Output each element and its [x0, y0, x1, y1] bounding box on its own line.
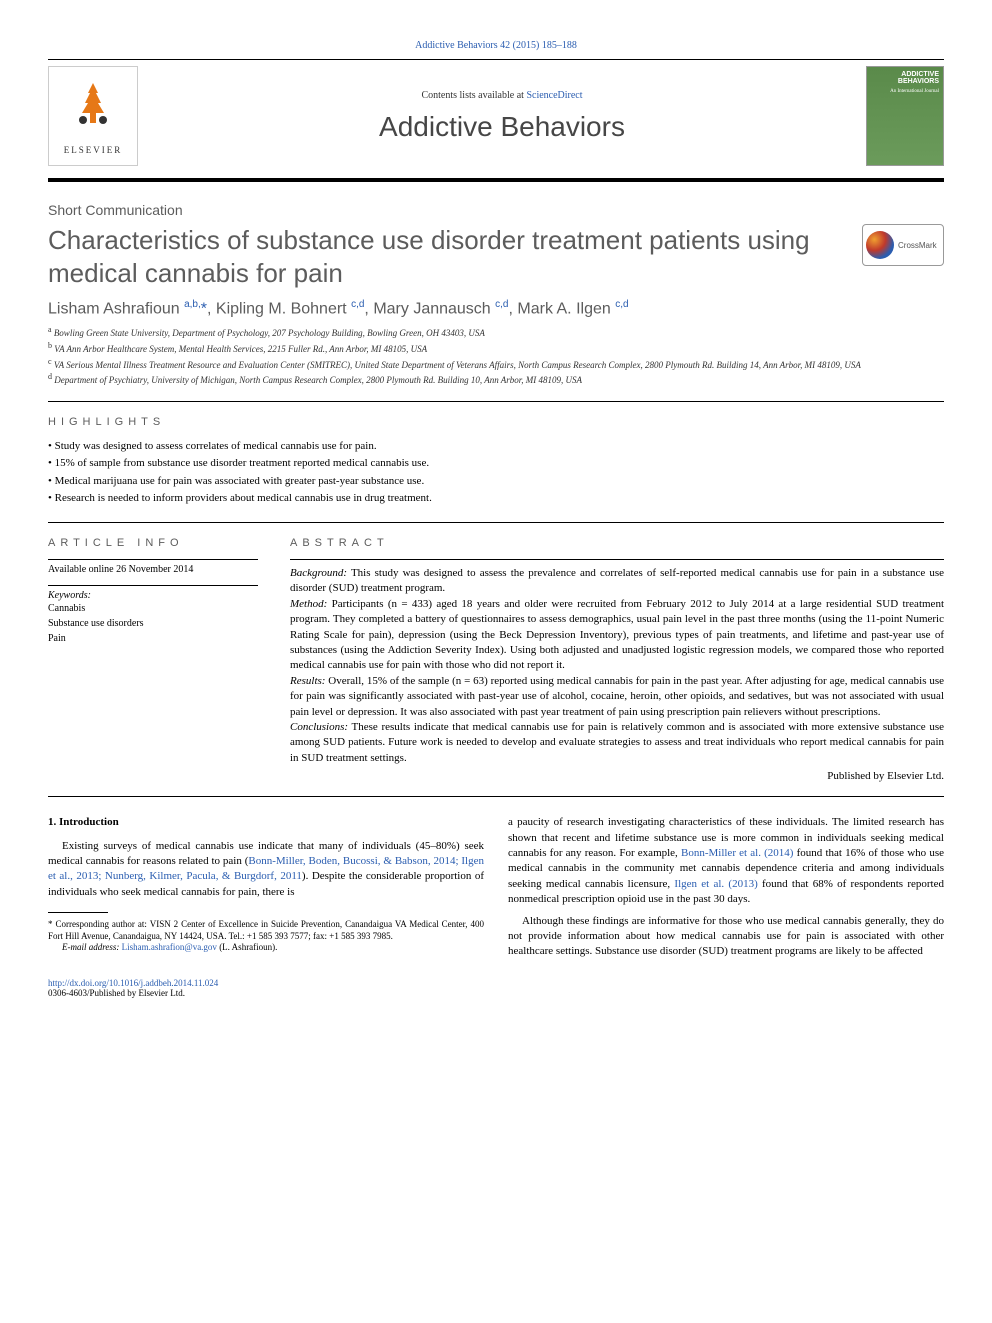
journal-header: ELSEVIER Contents lists available at Sci…	[48, 59, 944, 182]
affiliation-a: a Bowling Green State University, Depart…	[48, 324, 944, 340]
authors-line: Lisham Ashrafioun a,b,*, Kipling M. Bohn…	[48, 299, 944, 318]
elsevier-label: ELSEVIER	[64, 145, 123, 155]
divider	[48, 522, 944, 523]
keyword: Cannabis	[48, 601, 258, 616]
author-4-affil[interactable]: c,d	[615, 299, 628, 310]
highlight-item: 15% of sample from substance use disorde…	[48, 455, 944, 473]
citation-link[interactable]: Bonn-Miller et al. (2014)	[681, 847, 793, 859]
divider	[48, 401, 944, 402]
sciencedirect-link[interactable]: ScienceDirect	[526, 90, 582, 101]
highlight-item: Medical marijuana use for pain was assoc…	[48, 473, 944, 491]
crossmark-icon	[866, 231, 894, 259]
title-row: Characteristics of substance use disorde…	[48, 224, 944, 289]
divider	[290, 559, 944, 560]
elsevier-logo[interactable]: ELSEVIER	[48, 66, 138, 166]
citation-range: 42 (2015) 185–188	[500, 40, 577, 51]
abstract-results-label: Results:	[290, 675, 325, 687]
article-info-column: article info Available online 26 Novembe…	[48, 537, 258, 782]
info-abstract-row: article info Available online 26 Novembe…	[48, 537, 944, 782]
doi-link[interactable]: http://dx.doi.org/10.1016/j.addbeh.2014.…	[48, 978, 944, 988]
author-2-affil[interactable]: c,d	[351, 299, 364, 310]
affiliation-b: b VA Ann Arbor Healthcare System, Mental…	[48, 340, 944, 356]
journal-cover-thumbnail[interactable]: ADDICTIVE BEHAVIORS An International Jou…	[866, 66, 944, 166]
highlight-item: Research is needed to inform providers a…	[48, 490, 944, 508]
abstract-column: ABSTRACT Background: This study was desi…	[290, 537, 944, 782]
copyright-line: 0306-4603/Published by Elsevier Ltd.	[48, 988, 944, 998]
footnote-separator	[48, 912, 108, 913]
journal-name-heading: Addictive Behaviors	[138, 111, 866, 143]
citation-link[interactable]: Ilgen et al. (2013)	[674, 878, 757, 890]
crossmark-badge[interactable]: CrossMark	[862, 224, 944, 266]
highlight-item: Study was designed to assess correlates …	[48, 438, 944, 456]
body-right-column: a paucity of research investigating char…	[508, 815, 944, 960]
cover-title: ADDICTIVE BEHAVIORS	[867, 67, 943, 89]
contents-lists-text: Contents lists available at ScienceDirec…	[138, 90, 866, 101]
abstract-method-label: Method:	[290, 598, 327, 610]
abstract-heading: ABSTRACT	[290, 537, 944, 549]
intro-paragraph-2: a paucity of research investigating char…	[508, 815, 944, 907]
elsevier-tree-icon	[68, 78, 118, 143]
highlights-list: Study was designed to assess correlates …	[48, 438, 944, 508]
email-link[interactable]: Lisham.ashrafion@va.gov	[122, 942, 217, 952]
author-1-affil[interactable]: a,b,	[184, 299, 201, 310]
journal-citation-link[interactable]: Addictive Behaviors 42 (2015) 185–188	[48, 40, 944, 51]
header-center: Contents lists available at ScienceDirec…	[138, 90, 866, 143]
divider	[48, 796, 944, 797]
cover-subtitle: An International Journal	[867, 89, 943, 94]
abstract-conclusions-label: Conclusions:	[290, 721, 348, 733]
journal-name-top: Addictive Behaviors	[415, 40, 497, 51]
abstract-text: Background: This study was designed to a…	[290, 566, 944, 766]
keyword: Pain	[48, 631, 258, 646]
intro-paragraph-3: Although these findings are informative …	[508, 914, 944, 960]
affiliation-c: c VA Serious Mental Illness Treatment Re…	[48, 356, 944, 372]
available-online: Available online 26 November 2014	[48, 559, 258, 575]
article-type: Short Communication	[48, 202, 944, 218]
keywords-label: Keywords:	[48, 590, 258, 601]
email-footnote: E-mail address: Lisham.ashrafion@va.gov …	[48, 942, 484, 954]
article-title: Characteristics of substance use disorde…	[48, 224, 842, 289]
publisher-line: Published by Elsevier Ltd.	[290, 770, 944, 782]
affiliations: a Bowling Green State University, Depart…	[48, 324, 944, 386]
article-info-heading: article info	[48, 537, 258, 549]
crossmark-label: CrossMark	[898, 241, 937, 250]
introduction-heading: 1. Introduction	[48, 815, 484, 830]
intro-paragraph-1: Existing surveys of medical cannabis use…	[48, 839, 484, 901]
corresponding-author-footnote: * Corresponding author at: VISN 2 Center…	[48, 919, 484, 942]
author-3-affil[interactable]: c,d	[495, 299, 508, 310]
keyword: Substance use disorders	[48, 616, 258, 631]
abstract-background-label: Background:	[290, 567, 347, 579]
affiliation-d: d Department of Psychiatry, University o…	[48, 371, 944, 387]
body-columns: 1. Introduction Existing surveys of medi…	[48, 815, 944, 960]
email-label: E-mail address:	[62, 942, 119, 952]
body-left-column: 1. Introduction Existing surveys of medi…	[48, 815, 484, 960]
highlights-heading: HIGHLIGHTS	[48, 416, 944, 428]
keywords-block: Keywords: Cannabis Substance use disorde…	[48, 585, 258, 646]
